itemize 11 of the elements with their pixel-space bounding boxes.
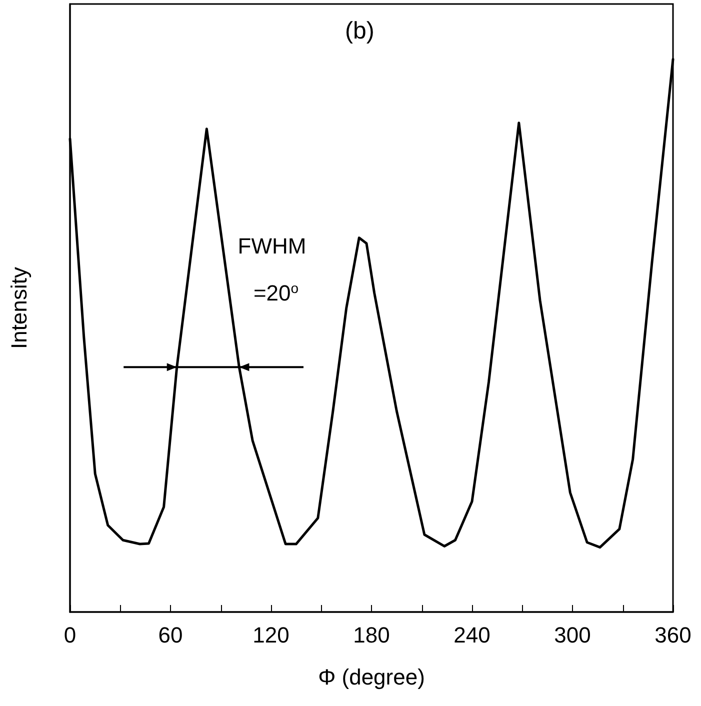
chart-title: (b) bbox=[345, 18, 374, 44]
x-axis-title: Φ (degree) bbox=[318, 664, 425, 690]
x-tick-label: 60 bbox=[158, 622, 183, 648]
x-tick-label: 180 bbox=[353, 622, 390, 648]
x-tick-label: 360 bbox=[654, 622, 692, 648]
x-tick-label: 240 bbox=[454, 622, 490, 648]
x-tick-label: 120 bbox=[252, 622, 290, 648]
x-tick-label: 0 bbox=[64, 622, 76, 648]
annotation: FWHM bbox=[238, 234, 306, 258]
y-axis-title: Intensity bbox=[6, 267, 32, 349]
x-tick-label: 300 bbox=[554, 622, 591, 648]
